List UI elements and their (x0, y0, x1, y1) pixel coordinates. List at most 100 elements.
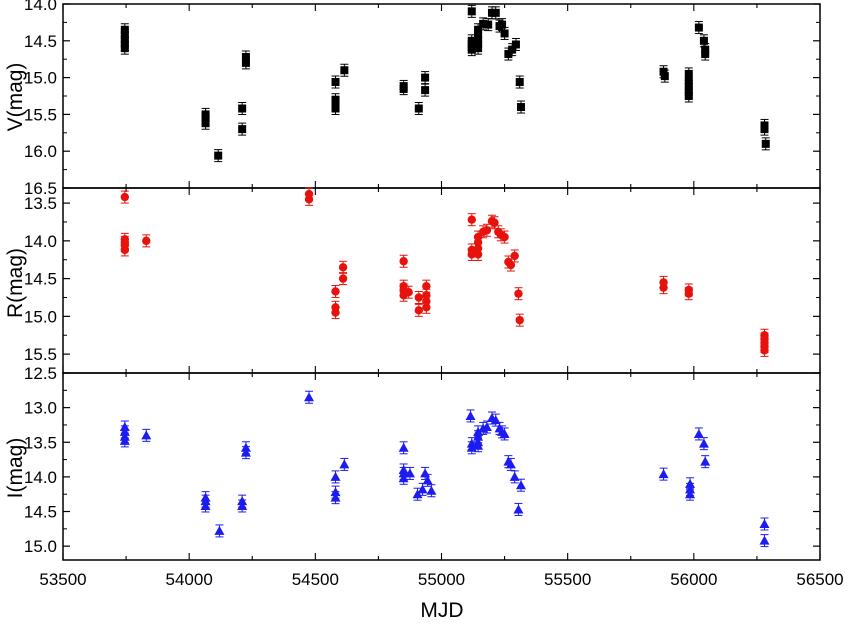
data-point (516, 100, 525, 114)
square-marker-icon (414, 104, 423, 113)
square-marker-icon (660, 72, 669, 81)
y-tick-label: 15.0 (24, 307, 57, 326)
data-point (684, 287, 693, 301)
data-point (510, 249, 519, 263)
triangle-marker-icon (499, 428, 510, 438)
triangle-marker-icon (698, 438, 709, 448)
square-marker-icon (484, 20, 493, 29)
i-band-panel: 12.5 13.0 13.5 14.0 14.5 15.0 (24, 364, 821, 561)
data-point (414, 102, 423, 116)
circle-marker-icon (304, 195, 314, 204)
y-tick-label: 14.0 (24, 468, 57, 487)
data-point (761, 137, 770, 151)
triangle-marker-icon (515, 480, 526, 490)
square-marker-icon (659, 67, 668, 76)
triangle-marker-icon (422, 475, 433, 485)
triangle-marker-icon (237, 500, 248, 510)
square-marker-icon (238, 125, 247, 134)
x-tick-label: 56000 (670, 570, 717, 589)
data-point (200, 499, 211, 513)
square-marker-icon (421, 86, 430, 95)
square-marker-icon (694, 23, 703, 32)
circle-marker-icon (422, 281, 431, 291)
y-tick-label: 14.5 (24, 32, 57, 51)
circle-marker-icon (338, 263, 348, 272)
data-point (404, 466, 415, 480)
circle-marker-icon (473, 250, 483, 259)
data-point (515, 478, 526, 492)
circle-marker-icon (510, 251, 519, 261)
y-tick-label: 13.5 (24, 433, 57, 452)
square-marker-icon (474, 44, 483, 53)
triangle-marker-icon (339, 459, 350, 469)
square-marker-icon (508, 45, 517, 54)
data-point (465, 409, 476, 423)
square-marker-icon (238, 104, 247, 113)
triangle-marker-icon (509, 471, 520, 481)
data-point (398, 471, 409, 485)
circle-marker-icon (506, 260, 516, 270)
circle-marker-icon (399, 257, 408, 266)
y-tick-label: 16.0 (24, 142, 57, 161)
x-tick-label: 53500 (39, 570, 86, 589)
data-point (421, 71, 430, 85)
data-point (474, 41, 483, 55)
data-point (701, 47, 710, 61)
data-point (658, 467, 669, 481)
x-axis-title: MJD (420, 599, 463, 622)
triangle-marker-icon (200, 500, 211, 510)
triangle-marker-icon (685, 489, 696, 499)
data-point (426, 484, 437, 498)
triangle-marker-icon (465, 410, 476, 420)
square-marker-icon (479, 19, 488, 28)
circle-marker-icon (120, 245, 130, 255)
circle-marker-icon (422, 303, 431, 312)
data-point (399, 82, 408, 96)
square-marker-icon (684, 69, 693, 78)
data-point (330, 470, 341, 484)
circle-marker-icon (490, 218, 499, 227)
circle-marker-icon (482, 226, 492, 235)
panel-frame (62, 372, 821, 561)
data-point (240, 446, 251, 460)
data-point (399, 254, 408, 268)
circle-marker-icon (414, 306, 423, 315)
y-tick-label: 15.5 (24, 345, 57, 364)
circle-marker-icon (467, 250, 476, 259)
data-point (759, 534, 770, 548)
square-marker-icon (491, 8, 500, 17)
y-tick-label: 12.5 (24, 364, 57, 383)
triangle-marker-icon (417, 484, 428, 494)
square-marker-icon (701, 50, 710, 59)
circle-marker-icon (404, 288, 413, 297)
y-tick-label: 15.5 (24, 105, 57, 124)
data-point (237, 499, 248, 513)
circle-marker-icon (500, 232, 509, 242)
data-point (511, 37, 520, 51)
triangle-marker-icon (141, 430, 152, 440)
triangle-marker-icon (759, 518, 770, 528)
data-point (404, 285, 413, 299)
data-point (331, 284, 340, 298)
data-point (509, 470, 520, 484)
data-point (660, 69, 669, 83)
circle-marker-icon (515, 315, 524, 325)
triangle-marker-icon (513, 504, 524, 514)
y-axis-title-i: I(mag) (4, 438, 27, 499)
circle-marker-icon (331, 308, 340, 317)
square-marker-icon (500, 29, 509, 38)
data-point (304, 192, 314, 206)
y-tick-label: 14.0 (24, 232, 57, 251)
data-point (659, 281, 668, 295)
circle-marker-icon (467, 215, 476, 224)
data-point (304, 390, 315, 404)
circle-marker-icon (414, 293, 423, 302)
square-marker-icon (516, 103, 525, 112)
y-tick-label: 15.0 (24, 69, 57, 88)
data-point (685, 487, 696, 501)
data-point (214, 149, 223, 163)
square-marker-icon (340, 66, 349, 75)
data-point (759, 517, 770, 531)
x-tick-label: 56500 (796, 570, 843, 589)
circle-marker-icon (760, 346, 769, 355)
